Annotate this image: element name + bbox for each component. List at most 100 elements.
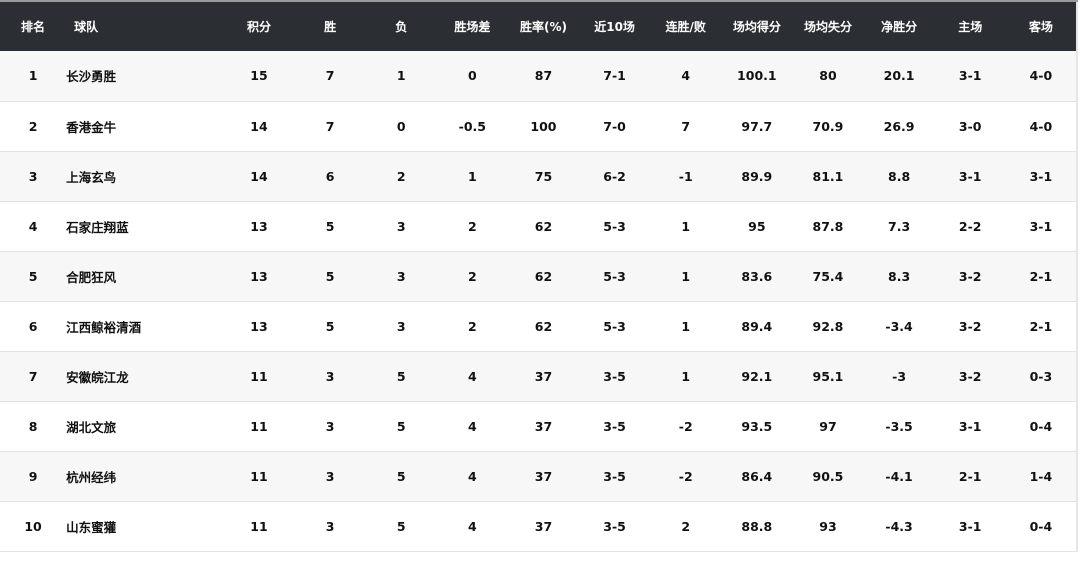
cell-opp-ppg: 80 xyxy=(792,51,864,102)
table-row: 6 江西鲸裕清酒 13 5 3 2 62 5-3 1 89.4 92.8 -3.4 3-2 2-1 xyxy=(0,301,1077,352)
cell-net-points: -4.3 xyxy=(863,501,935,552)
cell-games-behind: 4 xyxy=(436,401,508,452)
cell-games-behind: -0.5 xyxy=(436,101,508,152)
cell-ppg: 97.7 xyxy=(721,101,793,152)
cell-ppg: 88.8 xyxy=(721,501,793,552)
cell-home: 3-0 xyxy=(934,101,1006,152)
cell-team: 山东蜜獾 xyxy=(66,501,224,552)
cell-win-pct: 62 xyxy=(507,301,580,352)
cell-games-behind: 4 xyxy=(436,501,508,552)
cell-losses: 5 xyxy=(365,501,437,552)
cell-ppg: 92.1 xyxy=(721,351,793,402)
cell-opp-ppg: 75.4 xyxy=(792,251,864,302)
cell-last-10: 3-5 xyxy=(579,401,651,452)
header-points[interactable]: 积分 xyxy=(223,0,295,51)
cell-win-pct: 75 xyxy=(507,151,580,202)
table-row: 8 湖北文旅 11 3 5 4 37 3-5 -2 93.5 97 -3.5 3-1 0-4 xyxy=(0,401,1077,452)
cell-losses: 1 xyxy=(365,51,437,102)
cell-away: 0-4 xyxy=(1005,401,1077,452)
cell-ppg: 95 xyxy=(721,201,793,252)
table-row: 3 上海玄鸟 14 6 2 1 75 6-2 -1 89.9 81.1 8.8 3-1 3-1 xyxy=(0,151,1077,202)
cell-games-behind: 1 xyxy=(436,151,508,202)
table-row: 1 长沙勇胜 15 7 1 0 87 7-1 4 100.1 80 20.1 3-1 4-0 xyxy=(0,51,1077,102)
table-row: 9 杭州经纬 11 3 5 4 37 3-5 -2 86.4 90.5 -4.1 2-1 1-4 xyxy=(0,451,1077,502)
header-team[interactable]: 球队 xyxy=(66,0,224,51)
cell-home: 3-1 xyxy=(934,51,1006,102)
cell-last-10: 5-3 xyxy=(579,201,651,252)
cell-wins: 5 xyxy=(294,201,366,252)
cell-last-10: 7-0 xyxy=(579,101,651,152)
cell-away: 3-1 xyxy=(1005,201,1077,252)
cell-ppg: 100.1 xyxy=(721,51,793,102)
cell-streak: -2 xyxy=(650,401,722,452)
header-opp-ppg[interactable]: 场均失分 xyxy=(792,0,864,51)
cell-rank: 2 xyxy=(0,101,67,152)
cell-last-10: 3-5 xyxy=(579,451,651,502)
cell-ppg: 83.6 xyxy=(721,251,793,302)
cell-losses: 3 xyxy=(365,201,437,252)
cell-rank: 10 xyxy=(0,501,67,552)
cell-home: 3-1 xyxy=(934,151,1006,202)
cell-wins: 3 xyxy=(294,451,366,502)
cell-rank: 4 xyxy=(0,201,67,252)
cell-home: 3-2 xyxy=(934,301,1006,352)
cell-losses: 5 xyxy=(365,351,437,402)
table-row: 7 安徽皖江龙 11 3 5 4 37 3-5 1 92.1 95.1 -3 3-2 0-3 xyxy=(0,351,1077,402)
cell-points: 14 xyxy=(223,101,295,152)
cell-losses: 0 xyxy=(365,101,437,152)
cell-opp-ppg: 81.1 xyxy=(792,151,864,202)
cell-last-10: 6-2 xyxy=(579,151,651,202)
cell-home: 2-2 xyxy=(934,201,1006,252)
cell-ppg: 86.4 xyxy=(721,451,793,502)
cell-win-pct: 62 xyxy=(507,251,580,302)
cell-ppg: 89.4 xyxy=(721,301,793,352)
header-away[interactable]: 客场 xyxy=(1005,0,1077,51)
cell-home: 3-2 xyxy=(934,351,1006,402)
cell-last-10: 5-3 xyxy=(579,251,651,302)
cell-points: 11 xyxy=(223,501,295,552)
cell-team: 上海玄鸟 xyxy=(66,151,224,202)
cell-losses: 5 xyxy=(365,451,437,502)
header-win-pct[interactable]: 胜率(%) xyxy=(507,0,580,51)
cell-away: 4-0 xyxy=(1005,101,1077,152)
cell-win-pct: 100 xyxy=(507,101,580,152)
cell-points: 15 xyxy=(223,51,295,102)
cell-net-points: 8.3 xyxy=(863,251,935,302)
cell-rank: 6 xyxy=(0,301,67,352)
header-streak[interactable]: 连胜/败 xyxy=(650,0,722,51)
cell-away: 4-0 xyxy=(1005,51,1077,102)
table-row: 2 香港金牛 14 7 0 -0.5 100 7-0 7 97.7 70.9 26.9 3-0 4-0 xyxy=(0,101,1077,152)
cell-rank: 3 xyxy=(0,151,67,202)
header-wins[interactable]: 胜 xyxy=(294,0,366,51)
cell-streak: 1 xyxy=(650,351,722,402)
cell-wins: 6 xyxy=(294,151,366,202)
cell-away: 0-3 xyxy=(1005,351,1077,402)
cell-losses: 3 xyxy=(365,251,437,302)
header-losses[interactable]: 负 xyxy=(365,0,437,51)
cell-team: 杭州经纬 xyxy=(66,451,224,502)
cell-team: 长沙勇胜 xyxy=(66,51,224,102)
cell-rank: 8 xyxy=(0,401,67,452)
header-home[interactable]: 主场 xyxy=(934,0,1006,51)
cell-net-points: 7.3 xyxy=(863,201,935,252)
header-rank[interactable]: 排名 xyxy=(0,0,67,51)
cell-games-behind: 2 xyxy=(436,301,508,352)
cell-streak: 1 xyxy=(650,301,722,352)
header-net-points[interactable]: 净胜分 xyxy=(863,0,935,51)
header-ppg[interactable]: 场均得分 xyxy=(721,0,793,51)
cell-wins: 7 xyxy=(294,51,366,102)
header-games-behind[interactable]: 胜场差 xyxy=(436,0,508,51)
cell-streak: 1 xyxy=(650,251,722,302)
cell-games-behind: 2 xyxy=(436,201,508,252)
cell-losses: 3 xyxy=(365,301,437,352)
cell-net-points: -3.5 xyxy=(863,401,935,452)
header-last-10[interactable]: 近10场 xyxy=(579,0,651,51)
cell-wins: 3 xyxy=(294,501,366,552)
cell-net-points: -3 xyxy=(863,351,935,402)
table-row: 10 山东蜜獾 11 3 5 4 37 3-5 2 88.8 93 -4.3 3-1 0-4 xyxy=(0,501,1077,552)
table-row: 5 合肥狂风 13 5 3 2 62 5-3 1 83.6 75.4 8.3 3-2 2-1 xyxy=(0,251,1077,302)
cell-opp-ppg: 90.5 xyxy=(792,451,864,502)
cell-streak: 4 xyxy=(650,51,722,102)
cell-ppg: 89.9 xyxy=(721,151,793,202)
